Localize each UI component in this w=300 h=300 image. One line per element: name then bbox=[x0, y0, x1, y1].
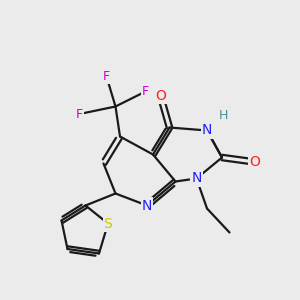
Text: O: O bbox=[155, 89, 166, 103]
Text: F: F bbox=[103, 70, 110, 83]
Text: F: F bbox=[142, 85, 149, 98]
Text: N: N bbox=[142, 199, 152, 212]
Text: N: N bbox=[191, 172, 202, 185]
Text: S: S bbox=[103, 217, 112, 230]
Text: F: F bbox=[76, 107, 83, 121]
Text: O: O bbox=[250, 155, 260, 169]
Text: N: N bbox=[202, 124, 212, 137]
Text: H: H bbox=[219, 109, 228, 122]
